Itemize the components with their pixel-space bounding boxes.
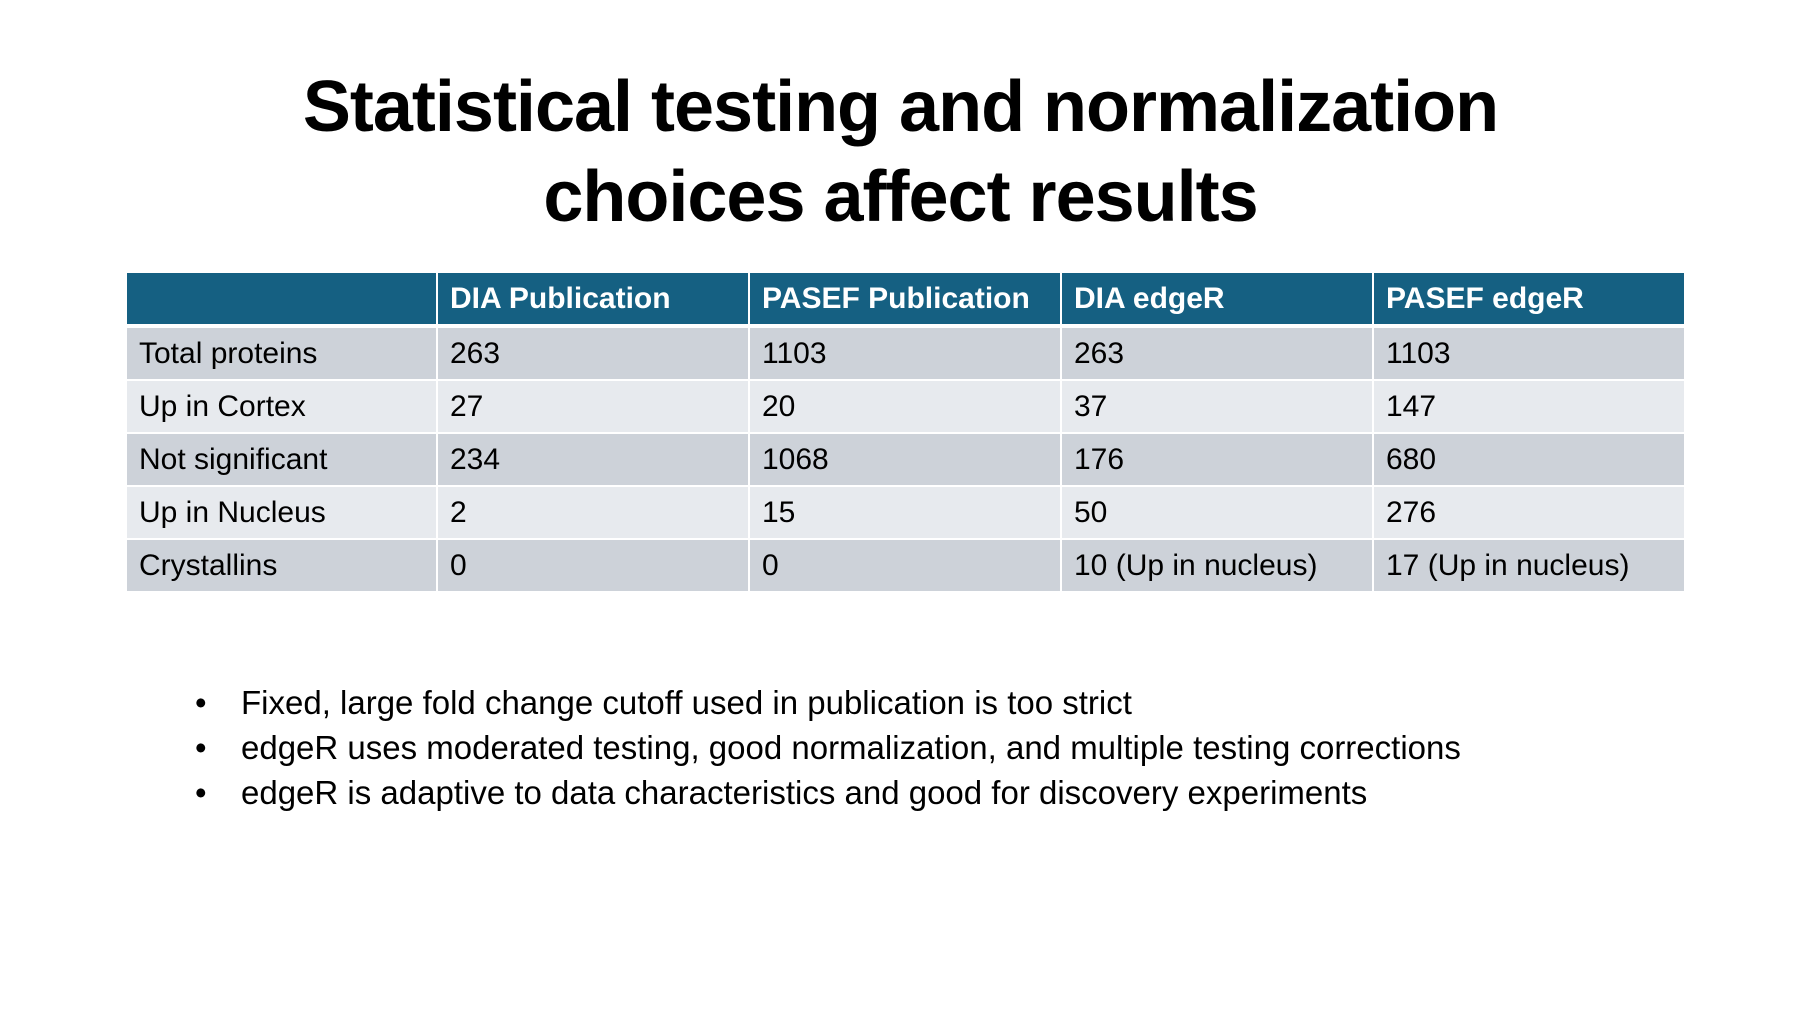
table-cell: 50 bbox=[1060, 485, 1374, 540]
table-row-not-significant: Not significant 234 1068 176 680 bbox=[125, 432, 1686, 487]
table-cell: 263 bbox=[436, 325, 750, 381]
slide-title: Statistical testing and normalization ch… bbox=[0, 62, 1801, 242]
header-cell-dia-edger: DIA edgeR bbox=[1060, 271, 1374, 328]
table-row-up-in-cortex: Up in Cortex 27 20 37 147 bbox=[125, 379, 1686, 434]
header-cell-dia-publication: DIA Publication bbox=[436, 271, 750, 328]
table-cell: 234 bbox=[436, 432, 750, 487]
table-cell: 0 bbox=[748, 538, 1062, 593]
header-cell-empty bbox=[125, 271, 438, 328]
row-label: Crystallins bbox=[125, 538, 438, 593]
table-cell: 37 bbox=[1060, 379, 1374, 434]
results-table: DIA Publication PASEF Publication DIA ed… bbox=[125, 271, 1686, 593]
table-row-total-proteins: Total proteins 263 1103 263 1103 bbox=[125, 325, 1686, 381]
table-cell: 1103 bbox=[748, 325, 1062, 381]
row-label: Up in Nucleus bbox=[125, 485, 438, 540]
bullet-text: Fixed, large fold change cutoff used in … bbox=[241, 684, 1132, 721]
header-cell-pasef-publication: PASEF Publication bbox=[748, 271, 1062, 328]
table-cell: 276 bbox=[1372, 485, 1686, 540]
table-cell: 17 (Up in nucleus) bbox=[1372, 538, 1686, 593]
bullet-text: edgeR is adaptive to data characteristic… bbox=[241, 774, 1368, 811]
row-label: Not significant bbox=[125, 432, 438, 487]
header-cell-pasef-edger: PASEF edgeR bbox=[1372, 271, 1686, 328]
table-header-row: DIA Publication PASEF Publication DIA ed… bbox=[125, 271, 1686, 328]
table-cell: 1068 bbox=[748, 432, 1062, 487]
table-row-crystallins: Crystallins 0 0 10 (Up in nucleus) 17 (U… bbox=[125, 538, 1686, 593]
table-cell: 10 (Up in nucleus) bbox=[1060, 538, 1374, 593]
table-row-up-in-nucleus: Up in Nucleus 2 15 50 276 bbox=[125, 485, 1686, 540]
bullet-marker: • bbox=[195, 774, 207, 811]
row-label: Total proteins bbox=[125, 325, 438, 381]
table-cell: 0 bbox=[436, 538, 750, 593]
table-cell: 263 bbox=[1060, 325, 1374, 381]
bullet-item: • edgeR is adaptive to data characterist… bbox=[195, 770, 1461, 815]
title-line-2: choices affect results bbox=[543, 157, 1258, 237]
table-cell: 680 bbox=[1372, 432, 1686, 487]
row-label: Up in Cortex bbox=[125, 379, 438, 434]
bullet-item: • Fixed, large fold change cutoff used i… bbox=[195, 680, 1461, 725]
table-cell: 20 bbox=[748, 379, 1062, 434]
bullet-marker: • bbox=[195, 729, 207, 766]
table-cell: 2 bbox=[436, 485, 750, 540]
table-cell: 176 bbox=[1060, 432, 1374, 487]
bullet-list: • Fixed, large fold change cutoff used i… bbox=[195, 680, 1461, 815]
table-cell: 1103 bbox=[1372, 325, 1686, 381]
bullet-item: • edgeR uses moderated testing, good nor… bbox=[195, 725, 1461, 770]
bullet-text: edgeR uses moderated testing, good norma… bbox=[241, 729, 1461, 766]
table-cell: 27 bbox=[436, 379, 750, 434]
title-line-1: Statistical testing and normalization bbox=[302, 67, 1499, 147]
bullet-marker: • bbox=[195, 684, 207, 721]
table-cell: 15 bbox=[748, 485, 1062, 540]
table-cell: 147 bbox=[1372, 379, 1686, 434]
